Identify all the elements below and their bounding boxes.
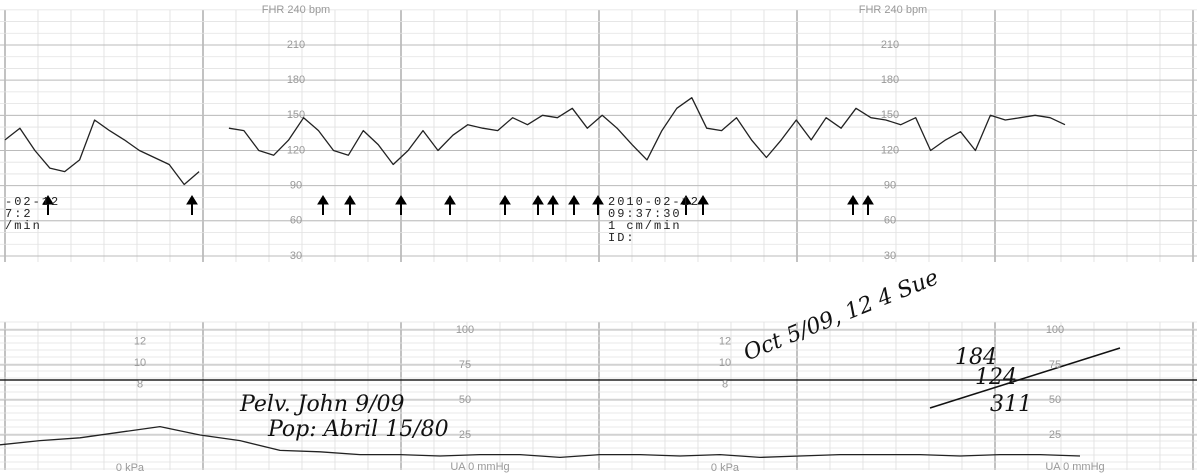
ua-label: UA 0 mmHg xyxy=(1045,461,1104,473)
ua-tick-label: 75 xyxy=(1049,359,1061,371)
handwritten-number: 311 xyxy=(990,392,1032,417)
ctg-strip: FHR 240 bpm FHR 240 bpm UA 0 mmHg UA 0 m… xyxy=(0,0,1197,476)
kpa-tick-label: 10 xyxy=(134,357,146,369)
fhr-tick-label: 30 xyxy=(884,250,896,262)
fhr-label: FHR 240 bpm xyxy=(859,4,927,16)
ua-tick-label: 50 xyxy=(459,394,471,406)
ua-tick-label: 25 xyxy=(1049,429,1061,441)
fhr-tick-label: 210 xyxy=(287,39,305,51)
fhr-tick-label: 90 xyxy=(884,180,896,192)
fhr-label: FHR 240 bpm xyxy=(262,4,330,16)
fhr-tick-label: 30 xyxy=(290,250,302,262)
ua-trace xyxy=(0,427,1080,458)
kpa-label: 0 kPa xyxy=(116,462,145,474)
ua-tick-label: 25 xyxy=(459,429,471,441)
fhr-trace xyxy=(5,98,1065,185)
ua-tick-label: 75 xyxy=(459,359,471,371)
ua-label: UA 0 mmHg xyxy=(450,461,509,473)
fhr-tick-label: 180 xyxy=(287,74,305,86)
fhr-tick-label: 120 xyxy=(881,144,899,156)
fhr-tick-label: 210 xyxy=(881,39,899,51)
handwritten-note: Pop: Abril 15/80 xyxy=(267,417,449,442)
handwritten-number: 124 xyxy=(975,365,1017,390)
fhr-tick-label: 120 xyxy=(287,144,305,156)
kpa-tick-label: 8 xyxy=(722,378,728,390)
print-id: ID: xyxy=(608,231,636,245)
fhr-tick-label: 180 xyxy=(881,74,899,86)
handwritten-signature: Oct 5/09, 12 4 Sue xyxy=(740,265,942,366)
handwritten-note: Pelv. John 9/09 xyxy=(239,392,404,417)
event-marks xyxy=(43,196,873,215)
print-speed: /min xyxy=(5,219,42,233)
fhr-tick-label: 60 xyxy=(290,215,302,227)
ua-tick-label: 100 xyxy=(456,324,474,336)
kpa-tick-label: 10 xyxy=(719,357,731,369)
fhr-tick-label: 60 xyxy=(884,215,896,227)
fhr-tick-label: 90 xyxy=(290,180,302,192)
ua-tick-label: 50 xyxy=(1049,394,1061,406)
ua-tick-label: 100 xyxy=(1046,324,1064,336)
kpa-label: 0 kPa xyxy=(711,462,740,474)
kpa-tick-label: 8 xyxy=(137,378,143,390)
kpa-tick-label: 12 xyxy=(719,336,731,348)
kpa-tick-label: 12 xyxy=(134,336,146,348)
